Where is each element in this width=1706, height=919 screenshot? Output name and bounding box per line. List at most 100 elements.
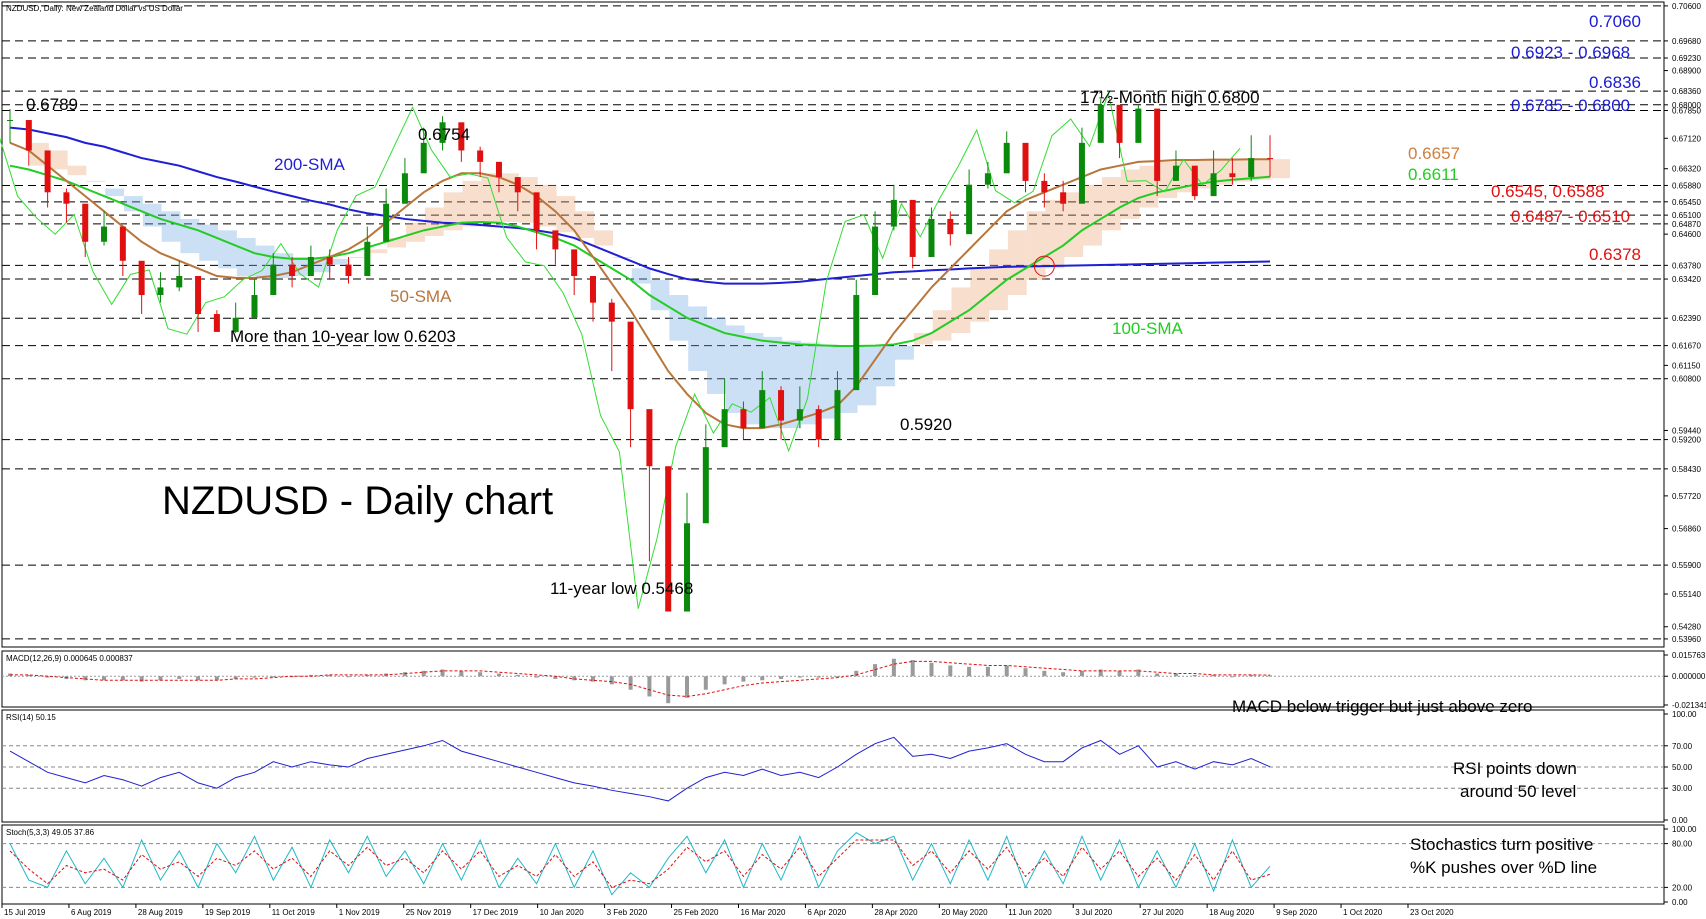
ytick-label-12: 0.64870 (1672, 220, 1701, 229)
macd-bar-61 (1155, 673, 1160, 677)
macd-bar-8 (158, 676, 163, 681)
level-label-6545: 0.6545, 0.6588 (1491, 182, 1604, 201)
xtick-label-8: 10 Jan 2020 (540, 908, 585, 917)
ytick-label-13: 0.64600 (1672, 230, 1701, 239)
xtick-label-6: 25 Nov 2019 (406, 908, 452, 917)
candle-body-65 (1229, 173, 1236, 178)
macd-bar-48 (910, 660, 915, 677)
cloud-segment-43 (838, 345, 858, 413)
cloud-segment-52 (1007, 230, 1027, 296)
macd-bar-9 (177, 676, 182, 679)
macd-bar-10 (196, 676, 201, 681)
candle-body-11 (213, 314, 220, 332)
candle-body-16 (307, 256, 314, 276)
candle-body-50 (947, 218, 954, 235)
candle-body-64 (1210, 173, 1217, 197)
macd-bar-49 (929, 662, 934, 677)
candle-body-53 (1003, 142, 1010, 174)
ytick-label-20: 0.59440 (1672, 426, 1701, 435)
ytick-label-5: 0.68000 (1672, 101, 1701, 110)
xtick-label-13: 28 Apr 2020 (874, 908, 918, 917)
cloud-segment-53 (1026, 211, 1046, 280)
cloud-segment-35 (688, 306, 708, 372)
cloud-segment-58 (1120, 169, 1140, 219)
stoch-tick-label-0: 100.00 (1672, 825, 1697, 834)
macd-bar-1 (26, 674, 31, 677)
annot-high-6754: 0.6754 (418, 125, 470, 144)
candle-body-33 (627, 321, 634, 410)
macd-bar-50 (948, 665, 953, 677)
cloud-segment-51 (989, 249, 1008, 311)
macd-bar-7 (139, 676, 144, 682)
macd-bar-6 (120, 676, 125, 681)
ytick-label-14: 0.63780 (1672, 261, 1701, 270)
cloud-segment-47 (913, 333, 933, 345)
macd-bar-57 (1079, 670, 1084, 677)
macd-tick-label-0: 0.015763 (1672, 651, 1706, 660)
candle-body-26 (495, 161, 502, 178)
ytick-label-11: 0.65100 (1672, 211, 1701, 220)
candle-body-20 (383, 203, 390, 242)
price-axis-ticks: 0.70600 0.69680 0.69230 0.68900 0.68360 0.680… (1664, 2, 1701, 644)
xtick-label-19: 9 Sep 2020 (1276, 908, 1317, 917)
cloud-segment-63 (1214, 159, 1234, 185)
cloud-segment-9 (199, 224, 219, 261)
macd-bar-47 (891, 658, 896, 677)
candle-body-61 (1154, 108, 1161, 181)
ytick-label-18: 0.61150 (1672, 361, 1701, 370)
cloud-segment-2 (67, 165, 87, 176)
ytick-label-22: 0.58430 (1672, 465, 1701, 474)
cloud-segment-5 (124, 196, 143, 212)
macd-bar-26 (496, 673, 501, 677)
macd-bar-27 (515, 674, 520, 677)
candle-body-38 (721, 409, 728, 448)
cloud-segment-66 (1271, 159, 1290, 179)
sma100-line (9, 164, 1271, 347)
macd-bar-21 (402, 672, 407, 677)
ytick-label-17: 0.61670 (1672, 342, 1701, 351)
ytick-label-21: 0.59200 (1672, 436, 1701, 445)
level-label-6378: 0.6378 (1589, 245, 1641, 264)
annot-sma200: 200-SMA (274, 155, 346, 174)
candle-body-23 (439, 122, 446, 143)
macd-bar-46 (873, 664, 878, 677)
ytick-label-19: 0.60800 (1672, 375, 1701, 384)
macd-bar-31 (590, 676, 595, 682)
macd-bar-53 (1004, 665, 1009, 677)
annot-low-5468: 11-year low 0.5468 (550, 579, 693, 598)
sma200-line (9, 126, 1271, 285)
candle-body-49 (928, 218, 935, 257)
candle-body-30 (571, 249, 578, 276)
xtick-label-16: 3 Jul 2020 (1075, 908, 1112, 917)
cloud-segment-11 (236, 237, 256, 276)
ytick-label-8: 0.66320 (1672, 165, 1701, 174)
annot-rsi-note-2: around 50 level (1460, 782, 1576, 801)
cloud-segment-64 (1233, 159, 1253, 182)
macd-bar-39 (741, 676, 746, 682)
ytick-label-9: 0.65880 (1672, 181, 1701, 190)
macd-bar-43 (816, 676, 821, 678)
macd-tick-label-2: -0.021341 (1672, 701, 1706, 710)
stoch-tick-label-3: 0.00 (1672, 898, 1688, 907)
macd-bar-13 (252, 676, 257, 678)
xtick-label-17: 27 Jul 2020 (1142, 908, 1184, 917)
stoch-label: Stoch(5,3,3) 49.05 37.86 (6, 828, 95, 837)
chikou-line (0, 91, 1241, 609)
candle-body-56 (1060, 192, 1067, 204)
candles (7, 99, 1273, 612)
macd-bar-59 (1117, 670, 1122, 677)
candle-body-60 (1135, 108, 1142, 143)
macd-bar-66 (1249, 674, 1254, 677)
cloud-segment-49 (951, 287, 971, 334)
ytick-label-16: 0.62390 (1672, 314, 1701, 323)
candle-body-14 (270, 264, 277, 296)
candle-body-43 (815, 409, 822, 440)
candle-body-5 (101, 226, 108, 242)
macd-bar-30 (572, 676, 577, 681)
cloud-segment-28 (556, 196, 576, 233)
level-label-6611: 0.6611 (1408, 165, 1459, 184)
macd-bar-22 (421, 670, 426, 677)
rsi-line (9, 736, 1271, 802)
xtick-label-10: 25 Feb 2020 (674, 908, 719, 917)
